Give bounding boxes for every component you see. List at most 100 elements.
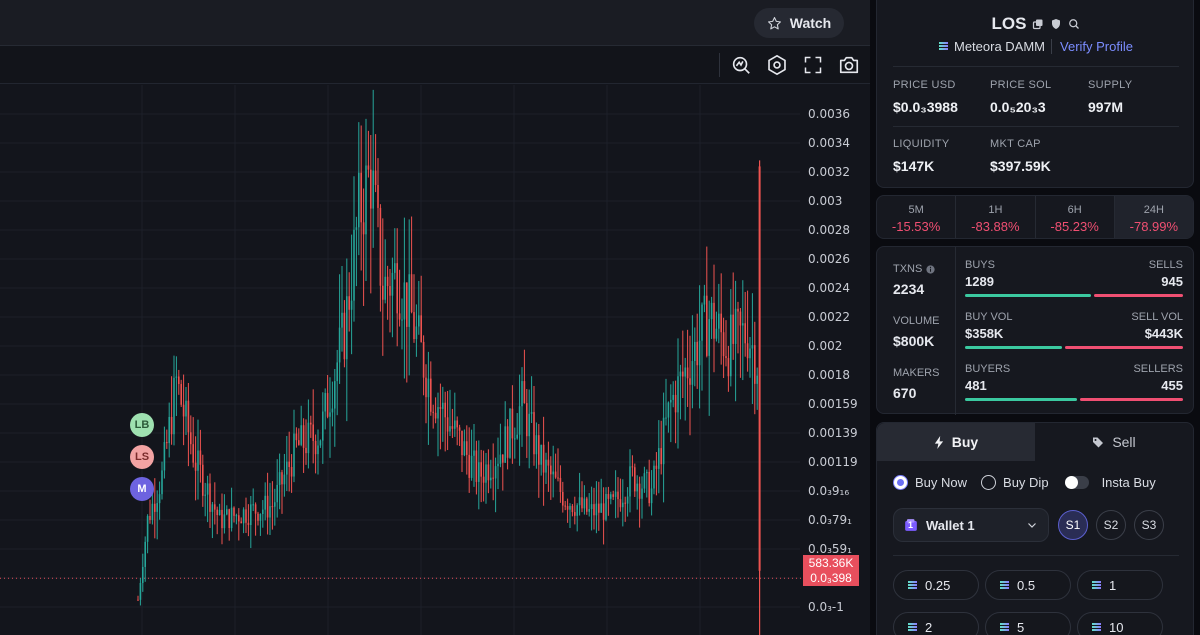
price-tick-label: 0.0₃9₁₆ — [808, 484, 849, 498]
slot-s2-button[interactable]: S2 — [1096, 510, 1126, 540]
candle-body — [701, 304, 703, 341]
candle-body — [482, 476, 485, 483]
candle-body — [641, 488, 643, 499]
tab-buy[interactable]: Buy — [877, 423, 1035, 461]
candle-body — [180, 384, 182, 405]
candle-body — [444, 402, 446, 418]
makers-value: 670 — [893, 385, 917, 401]
candle-body — [398, 313, 401, 320]
candle-body — [492, 477, 494, 479]
candle-body — [504, 426, 506, 463]
candle-body — [658, 448, 660, 469]
candle-body — [257, 513, 259, 521]
candle-body — [677, 376, 679, 413]
tab-sell[interactable]: Sell — [1035, 423, 1193, 461]
candle-body — [353, 229, 355, 301]
candle-body — [674, 394, 677, 413]
candle-body — [629, 466, 631, 497]
candle-body — [521, 381, 523, 407]
candle-body — [406, 282, 408, 327]
candle-body — [689, 378, 691, 385]
candle-body — [401, 319, 403, 321]
watch-button[interactable]: Watch — [754, 8, 844, 38]
candle-body — [214, 504, 216, 510]
amount-button[interactable]: 2 — [893, 612, 979, 635]
search-icon[interactable] — [1068, 18, 1080, 30]
candle-body — [288, 461, 290, 468]
candle-body — [322, 411, 324, 441]
verify-profile-link[interactable]: Verify Profile — [1051, 38, 1133, 54]
candle-body — [420, 315, 422, 342]
candle-body — [523, 381, 526, 404]
candle-body — [739, 311, 742, 326]
trade-marker-ls[interactable]: LS — [130, 445, 154, 469]
amount-button[interactable]: 10 — [1077, 612, 1163, 635]
candle-body — [502, 454, 504, 463]
trade-marker-m[interactable]: M — [130, 477, 154, 501]
sell-vol-value: $443K — [1144, 326, 1183, 341]
candle-body — [307, 422, 310, 454]
candle-body — [194, 462, 197, 471]
chart-canvas[interactable]: 0.0036 0.0034 0.0032 0.003 0.0028 0.0026 0.002… — [0, 85, 870, 635]
shield-icon[interactable] — [1050, 18, 1062, 30]
fullscreen-tool[interactable] — [800, 52, 826, 78]
amount-button[interactable]: 1 — [1077, 570, 1163, 600]
change-24h[interactable]: 24H -78.99% — [1114, 196, 1193, 238]
candle-body — [415, 326, 418, 340]
candle-body — [619, 499, 622, 508]
candle-body — [338, 327, 341, 363]
buy-now-radio[interactable]: Buy Now — [893, 475, 967, 490]
screenshot-tool[interactable] — [836, 52, 862, 78]
candle-body — [163, 442, 166, 471]
change-6h[interactable]: 6H -85.23% — [1036, 196, 1115, 238]
candle-body — [264, 495, 266, 510]
amount-button[interactable]: 0.25 — [893, 570, 979, 600]
candle-body — [586, 498, 588, 512]
buy-dip-radio[interactable]: Buy Dip — [981, 475, 1049, 490]
token-title: LOS — [877, 14, 1195, 34]
watch-label: Watch — [789, 15, 832, 31]
candle-body — [286, 461, 288, 475]
slot-s3-button[interactable]: S3 — [1134, 510, 1164, 540]
volume-label: VOLUME — [893, 315, 940, 327]
candle-body — [590, 504, 593, 510]
price-tick-label: 0.0₃59₁ — [808, 542, 852, 556]
candle-body — [670, 399, 672, 403]
camera-icon — [839, 56, 859, 74]
info-icon[interactable] — [926, 264, 935, 274]
candle-body — [696, 341, 698, 366]
change-1h[interactable]: 1H -83.88% — [956, 196, 1036, 238]
indicator-icon — [732, 56, 750, 74]
candle-body — [737, 308, 739, 312]
wallet-select[interactable]: 1 Wallet 1 — [893, 508, 1049, 542]
candle-body — [379, 207, 382, 286]
candle-body — [197, 450, 199, 471]
copy-icon[interactable] — [1032, 18, 1044, 30]
slot-s1-button[interactable]: S1 — [1058, 510, 1088, 540]
buy-vol-label: BUY VOL — [965, 311, 1013, 323]
insta-buy-toggle[interactable]: Insta Buy — [1064, 475, 1156, 490]
candle-body — [732, 314, 734, 344]
candle-body — [607, 494, 610, 499]
settings-tool[interactable] — [764, 52, 790, 78]
indicator-tool[interactable] — [728, 52, 754, 78]
candle-body — [684, 367, 686, 377]
stat-label: MKT CAP — [990, 138, 1041, 150]
price-chart[interactable]: 0.0036 0.0034 0.0032 0.003 0.0028 0.0026 0.002… — [0, 85, 870, 635]
sells-value: 945 — [1161, 274, 1183, 289]
candle-body — [722, 332, 725, 357]
divider — [955, 247, 956, 415]
amount-button[interactable]: 0.5 — [985, 570, 1071, 600]
amount-button[interactable]: 5 — [985, 612, 1071, 635]
change-label: 6H — [1067, 204, 1082, 216]
candle-body — [720, 313, 722, 333]
change-5m[interactable]: 5M -15.53% — [877, 196, 957, 238]
divider — [893, 66, 1179, 67]
meteora-icon — [938, 42, 948, 50]
candle-body — [446, 417, 449, 432]
candle-body — [151, 503, 154, 520]
divider — [893, 555, 1179, 556]
trade-marker-lb[interactable]: LB — [130, 413, 154, 437]
candle-body — [187, 400, 190, 433]
sellers-share-bar — [1080, 398, 1183, 401]
